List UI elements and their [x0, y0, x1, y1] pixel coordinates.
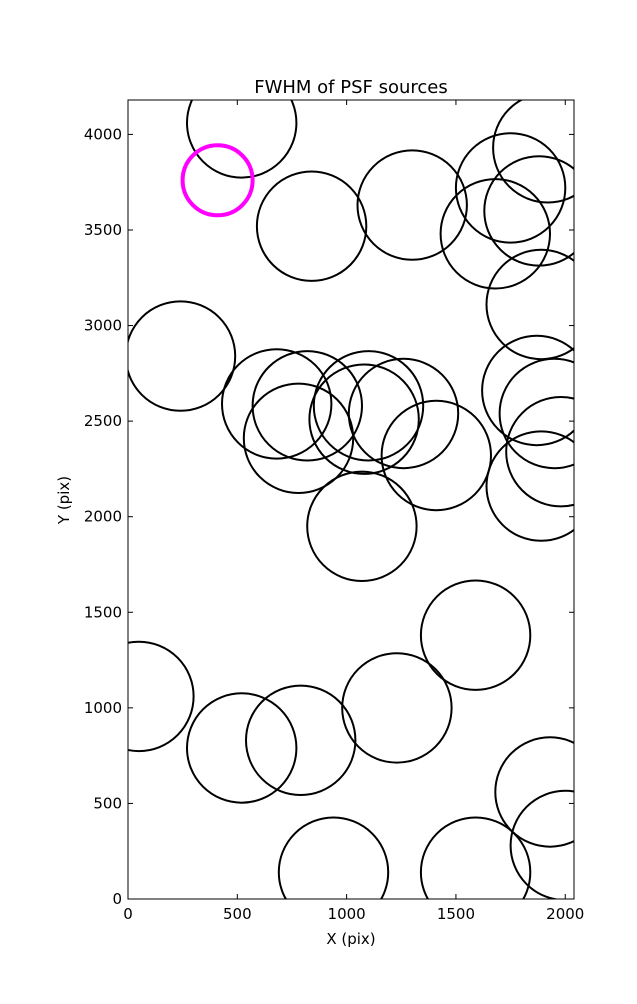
data-point	[485, 430, 574, 542]
data-point	[128, 640, 195, 753]
data-marks	[128, 100, 574, 899]
y-tick-label: 3000	[84, 317, 122, 335]
chart-title: FWHM of PSF sources	[254, 77, 448, 98]
data-point	[242, 382, 355, 494]
data-point	[245, 684, 357, 796]
data-point	[380, 399, 492, 512]
highlight-point	[180, 143, 255, 218]
data-point	[277, 816, 390, 899]
data-point	[454, 132, 567, 244]
data-point	[221, 348, 333, 460]
data-point	[186, 100, 298, 179]
data-point	[492, 100, 574, 204]
x-tick-label: 1500	[437, 905, 475, 923]
data-point	[439, 178, 551, 290]
data-point	[505, 396, 574, 508]
axis-ticks: 0 500 1000 1500 2000 0 500 1000 1500 2000 2500 3000…	[84, 100, 584, 923]
data-point	[356, 149, 468, 261]
data-point	[186, 692, 298, 804]
data-point	[419, 579, 532, 691]
x-tick-label: 500	[223, 905, 252, 923]
data-point	[306, 470, 418, 582]
data-point	[509, 789, 574, 899]
data-point	[347, 357, 460, 470]
data-point	[481, 334, 574, 447]
x-axis-label: X (pix)	[326, 930, 375, 948]
data-point	[494, 736, 574, 848]
data-point	[483, 155, 574, 267]
y-tick-label: 2500	[84, 412, 122, 430]
y-tick-label: 500	[93, 794, 122, 812]
data-point	[485, 248, 574, 361]
y-tick-label: 4000	[84, 125, 122, 143]
y-tick-label: 2000	[84, 508, 122, 526]
data-point	[255, 170, 368, 282]
y-tick-label: 0	[112, 890, 122, 908]
x-tick-label: 2000	[546, 905, 584, 923]
x-tick-label: 0	[123, 905, 133, 923]
y-tick-label: 3500	[84, 221, 122, 239]
data-point	[341, 652, 453, 764]
plot-frame	[127, 99, 575, 900]
data-point	[251, 350, 363, 462]
y-axis-label: Y (pix)	[55, 476, 73, 525]
data-point	[312, 350, 425, 462]
data-point	[498, 357, 574, 470]
y-tick-label: 1000	[84, 699, 122, 717]
data-point	[308, 363, 420, 475]
data-point	[419, 816, 532, 899]
x-tick-label: 1000	[328, 905, 366, 923]
y-tick-label: 1500	[84, 603, 122, 621]
data-point	[128, 300, 237, 412]
